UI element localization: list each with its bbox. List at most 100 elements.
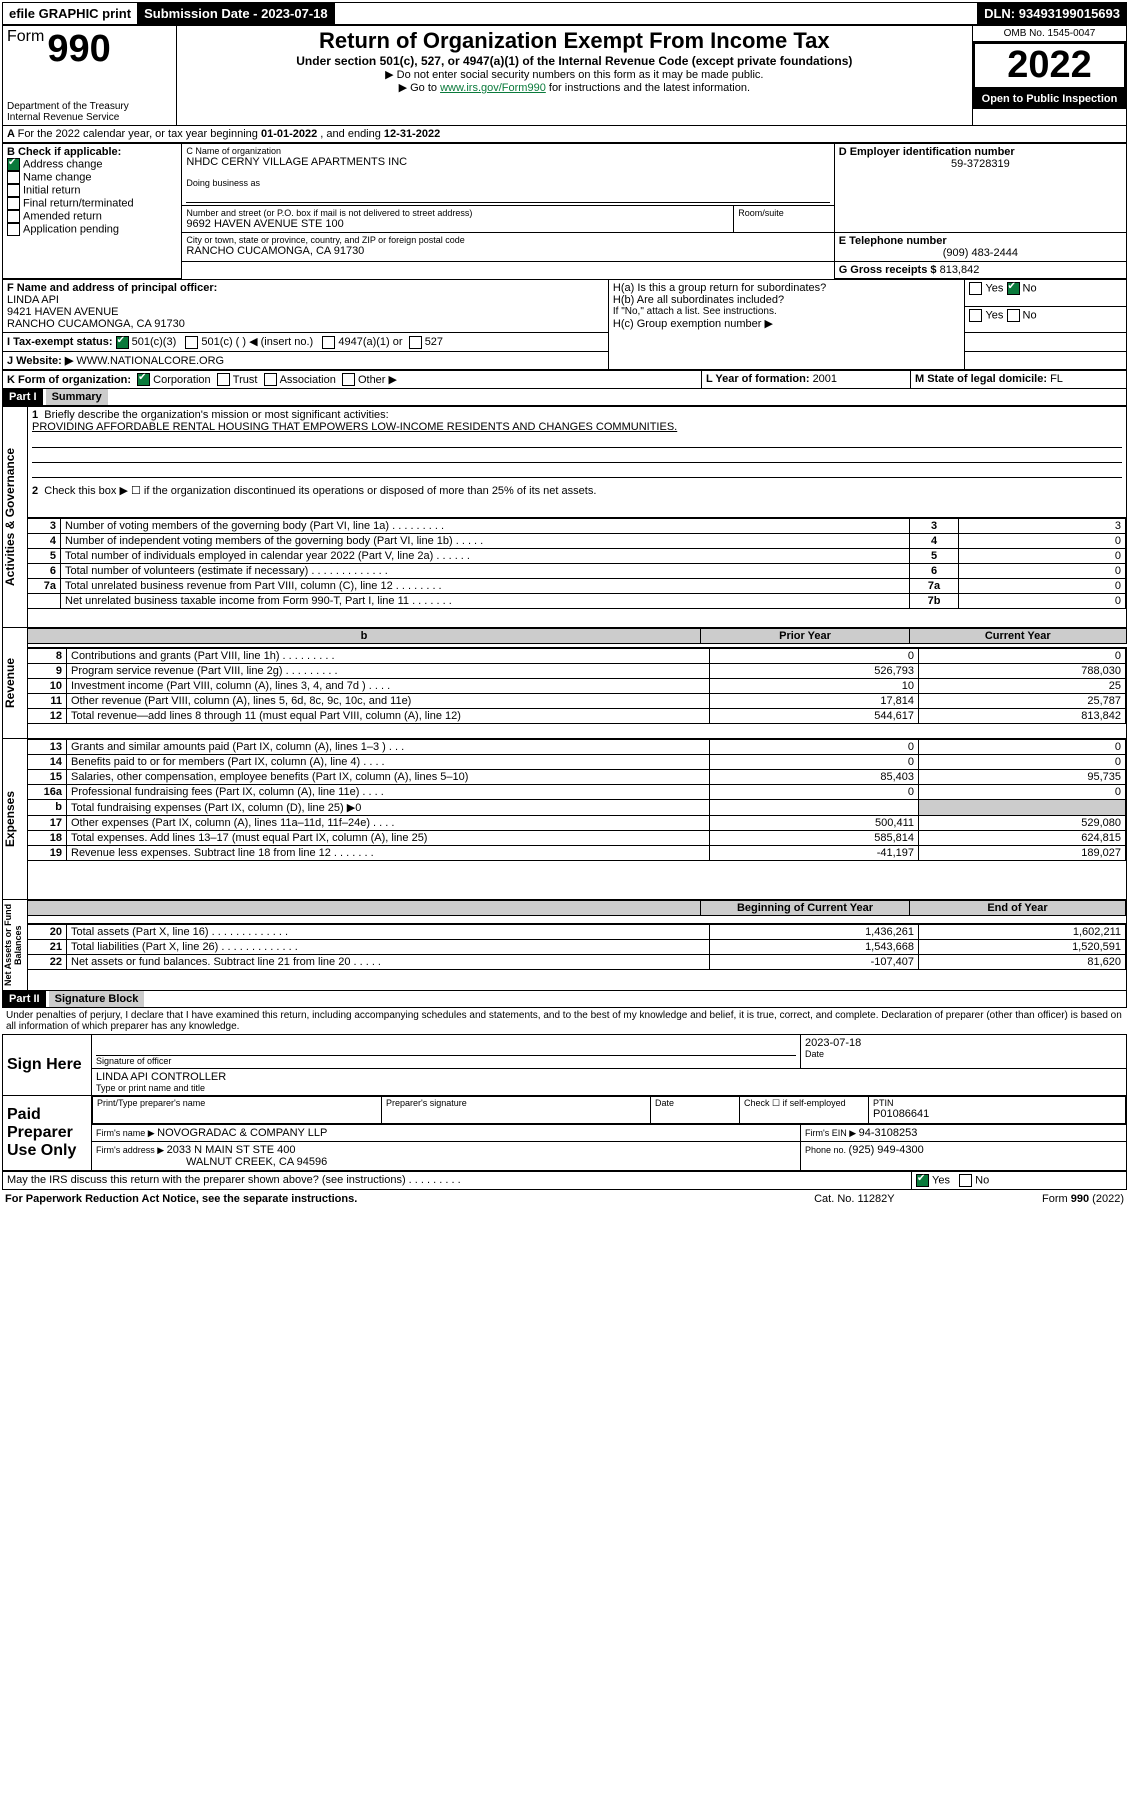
- irs-label: Internal Revenue Service: [7, 112, 172, 123]
- footer-right: Form 990 (2022): [945, 1192, 1125, 1206]
- i-501c3-checkbox[interactable]: [116, 336, 129, 349]
- city-state-zip: RANCHO CUCAMONGA, CA 91730: [186, 245, 829, 257]
- table-row: 16aProfessional fundraising fees (Part I…: [28, 785, 1126, 800]
- city-label: City or town, state or province, country…: [186, 235, 829, 245]
- footer-mid: Cat. No. 11282Y: [766, 1192, 943, 1206]
- side-ag: Activities & Governance: [3, 407, 17, 627]
- k-corp-checkbox[interactable]: [137, 373, 150, 386]
- part1-header-row: Part I Summary: [2, 389, 1127, 406]
- discuss-row: May the IRS discuss this return with the…: [2, 1171, 1127, 1190]
- table-row: 17Other expenses (Part IX, column (A), l…: [28, 816, 1126, 831]
- irs-link[interactable]: www.irs.gov/Form990: [440, 82, 546, 94]
- na-header: Beginning of Current YearEnd of Year: [28, 900, 1126, 916]
- officer-sig-label: Signature of officer: [96, 1056, 796, 1066]
- b-checkbox-2[interactable]: [7, 184, 20, 197]
- k-trust-checkbox[interactable]: [217, 373, 230, 386]
- part1-label: Part I: [3, 389, 43, 405]
- b-checkbox-4[interactable]: [7, 210, 20, 223]
- part2-label: Part II: [3, 991, 46, 1007]
- q2: Check this box ▶ ☐ if the organization d…: [44, 485, 596, 497]
- table-row: 19Revenue less expenses. Subtract line 1…: [28, 846, 1126, 861]
- part1-title: Summary: [46, 389, 108, 405]
- table-row: Net unrelated business taxable income fr…: [28, 594, 1126, 609]
- b-checkbox-5[interactable]: [7, 223, 20, 236]
- form-header-block: Form 990 Department of the Treasury Inte…: [2, 25, 1127, 126]
- side-na: Net Assets or Fund Balances: [3, 900, 23, 990]
- officer-name-label: Type or print name and title: [96, 1083, 1122, 1093]
- na-rows: 20Total assets (Part X, line 16) . . . .…: [28, 924, 1126, 970]
- form-subtitle-1: Under section 501(c), 527, or 4947(a)(1)…: [181, 54, 968, 68]
- form-subtitle-3: ▶ Go to www.irs.gov/Form990 for instruct…: [181, 81, 968, 94]
- exp-rows: 13Grants and similar amounts paid (Part …: [28, 739, 1126, 861]
- hb-note: If "No," attach a list. See instructions…: [613, 306, 961, 317]
- ha-yes-checkbox[interactable]: [969, 282, 982, 295]
- i-527-checkbox[interactable]: [409, 336, 422, 349]
- sig-date-label: Date: [805, 1049, 1122, 1059]
- table-row: 15Salaries, other compensation, employee…: [28, 770, 1126, 785]
- side-rev: Revenue: [3, 628, 17, 738]
- hb-no-checkbox[interactable]: [1007, 309, 1020, 322]
- i-501c-checkbox[interactable]: [185, 336, 198, 349]
- table-row: 20Total assets (Part X, line 16) . . . .…: [28, 925, 1126, 940]
- line-a: A For the 2022 calendar year, or tax yea…: [2, 126, 1127, 143]
- firm-addr2: WALNUT CREEK, CA 94596: [186, 1156, 327, 1168]
- b-item-4: Amended return: [23, 210, 102, 222]
- street-address: 9692 HAVEN AVENUE STE 100: [186, 218, 729, 230]
- officer-addr2: RANCHO CUCAMONGA, CA 91730: [7, 318, 604, 330]
- f-label: F Name and address of principal officer:: [7, 282, 604, 294]
- efile-topbar: efile GRAPHIC print Submission Date - 20…: [2, 2, 1127, 25]
- dba-label: Doing business as: [186, 178, 829, 188]
- org-name: NHDC CERNY VILLAGE APARTMENTS INC: [186, 156, 829, 168]
- paid-preparer-label: Paid Preparer Use Only: [3, 1096, 92, 1171]
- discuss-yes-checkbox[interactable]: [916, 1174, 929, 1187]
- k-assoc-checkbox[interactable]: [264, 373, 277, 386]
- table-row: bTotal fundraising expenses (Part IX, co…: [28, 800, 1126, 816]
- l-label: L Year of formation:: [706, 373, 813, 385]
- state-domicile: FL: [1050, 373, 1063, 385]
- side-exp: Expenses: [3, 739, 17, 899]
- dln: DLN: 93493199015693: [978, 3, 1126, 24]
- discuss-no-checkbox[interactable]: [959, 1174, 972, 1187]
- j-label: J Website: ▶: [7, 355, 76, 367]
- ha-no-checkbox[interactable]: [1007, 282, 1020, 295]
- k-label: K Form of organization:: [7, 374, 131, 386]
- gross-receipts: 813,842: [940, 264, 980, 276]
- officer-printed-name: LINDA API CONTROLLER: [96, 1071, 1122, 1083]
- footer-left: For Paperwork Reduction Act Notice, see …: [4, 1192, 764, 1206]
- i-4947-checkbox[interactable]: [322, 336, 335, 349]
- officer-group-block: F Name and address of principal officer:…: [2, 279, 1127, 370]
- firm-name: NOVOGRADAC & COMPANY LLP: [157, 1127, 327, 1139]
- table-row: 10Investment income (Part VIII, column (…: [28, 679, 1126, 694]
- b-checkbox-3[interactable]: [7, 197, 20, 210]
- part2-title: Signature Block: [49, 991, 145, 1007]
- officer-name: LINDA API: [7, 294, 604, 306]
- discuss-label: May the IRS discuss this return with the…: [3, 1172, 912, 1190]
- table-row: 21Total liabilities (Part X, line 26) . …: [28, 940, 1126, 955]
- website: WWW.NATIONALCORE.ORG: [76, 355, 224, 367]
- hb-label: H(b) Are all subordinates included?: [613, 294, 961, 306]
- submission-date: Submission Date - 2023-07-18: [138, 3, 335, 24]
- perjury-declaration: Under penalties of perjury, I declare th…: [2, 1008, 1127, 1034]
- b-item-5: Application pending: [23, 223, 119, 235]
- q1: Briefly describe the organization's miss…: [44, 409, 388, 421]
- b-checkbox-1[interactable]: [7, 171, 20, 184]
- b-checkbox-0[interactable]: [7, 158, 20, 171]
- form-word: Form: [7, 28, 44, 45]
- table-row: 9Program service revenue (Part VIII, lin…: [28, 664, 1126, 679]
- footer-row: For Paperwork Reduction Act Notice, see …: [2, 1190, 1127, 1208]
- b-item-3: Final return/terminated: [23, 197, 134, 209]
- ha-label: H(a) Is this a group return for subordin…: [613, 282, 961, 294]
- sign-here-label: Sign Here: [3, 1035, 92, 1096]
- dept-treasury: Department of the Treasury: [7, 101, 172, 112]
- b-item-2: Initial return: [23, 184, 80, 196]
- table-row: 6Total number of volunteers (estimate if…: [28, 564, 1126, 579]
- klm-block: K Form of organization: Corporation Trus…: [2, 370, 1127, 390]
- hb-yes-checkbox[interactable]: [969, 309, 982, 322]
- b-item-1: Name change: [23, 171, 92, 183]
- rev-rows: 8Contributions and grants (Part VIII, li…: [28, 648, 1126, 724]
- m-label: M State of legal domicile:: [915, 373, 1050, 385]
- table-row: 18Total expenses. Add lines 13–17 (must …: [28, 831, 1126, 846]
- officer-addr1: 9421 HAVEN AVENUE: [7, 306, 604, 318]
- k-other-checkbox[interactable]: [342, 373, 355, 386]
- firm-addr1: 2033 N MAIN ST STE 400: [167, 1144, 296, 1156]
